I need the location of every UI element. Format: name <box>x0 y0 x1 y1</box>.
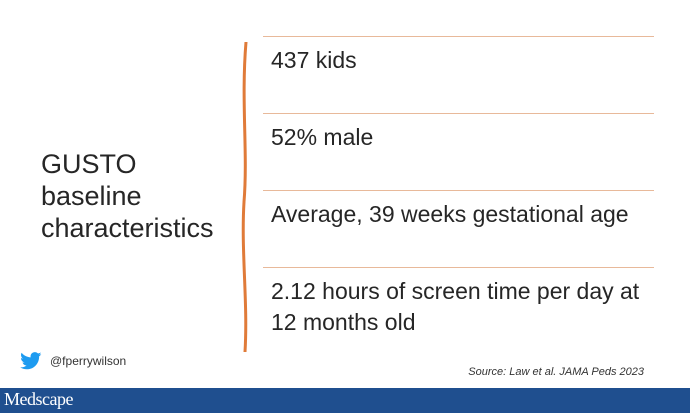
twitter-credit: @fperrywilson <box>20 352 126 370</box>
list-item: Average, 39 weeks gestational age <box>263 190 654 267</box>
brand-logo: Medscape <box>4 389 73 409</box>
title-line: GUSTO <box>41 149 137 179</box>
list-item: 437 kids <box>263 36 654 113</box>
list-item-text: 52% male <box>271 124 374 150</box>
title-line: baseline <box>41 181 142 211</box>
twitter-bird-icon <box>20 352 42 370</box>
title-line: characteristics <box>41 213 214 243</box>
list-item-text: 437 kids <box>271 47 357 73</box>
slide-title: GUSTO baseline characteristics <box>41 148 241 244</box>
list-item: 52% male <box>263 113 654 190</box>
list-item-text: Average, 39 weeks gestational age <box>271 201 629 227</box>
list-item: 2.12 hours of screen time per day at 12 … <box>263 267 654 344</box>
footer-bar: Medscape <box>0 388 690 413</box>
characteristics-list: 437 kids 52% male Average, 39 weeks gest… <box>263 36 654 344</box>
source-citation: Source: Law et al. JAMA Peds 2023 <box>468 366 644 378</box>
twitter-handle: @fperrywilson <box>50 354 127 368</box>
list-item-text: 2.12 hours of screen time per day at 12 … <box>271 278 640 335</box>
bracket-divider <box>241 42 248 352</box>
